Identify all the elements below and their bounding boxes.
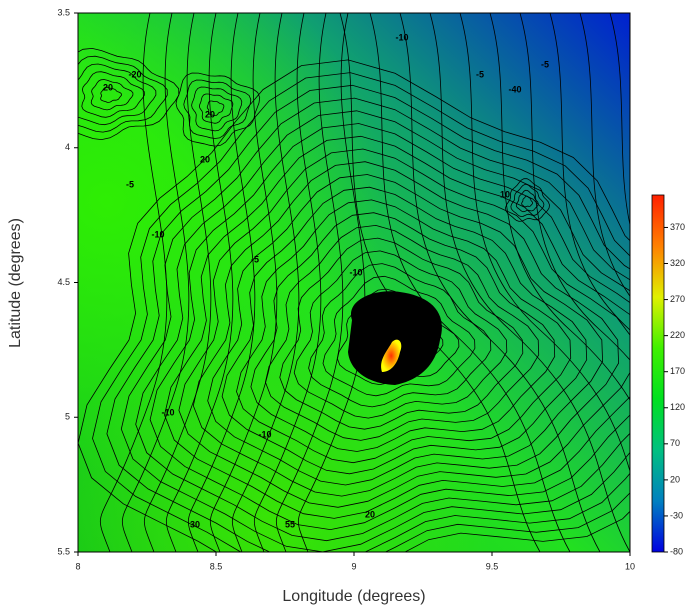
contour-label: 55 xyxy=(285,519,295,529)
y-axis-title: Latitude (degrees) xyxy=(7,218,24,348)
contour-label: 10 xyxy=(500,189,510,199)
contour-label: -10 xyxy=(161,407,174,417)
colorbar-tick-label: 270 xyxy=(670,294,685,304)
colorbar-tick-label: 370 xyxy=(670,222,685,232)
x-tick-label: 8.5 xyxy=(210,561,223,571)
x-tick-label: 9.5 xyxy=(486,561,499,571)
colorbar-tick-label: 70 xyxy=(670,438,680,448)
field xyxy=(54,13,696,585)
contour-label: -20 xyxy=(128,69,141,79)
contour-label: -5 xyxy=(126,179,134,189)
colorbar-tick-label: 170 xyxy=(670,366,685,376)
colorbar-tick-label: -80 xyxy=(670,546,683,556)
contour-label: -10 xyxy=(349,267,362,277)
contour-label: -10 xyxy=(151,229,164,239)
contour-label: 30 xyxy=(190,519,200,529)
contour-label: -5 xyxy=(541,59,549,69)
colorbar-tick-label: 120 xyxy=(670,402,685,412)
colorbar-tick-label: 20 xyxy=(670,474,680,484)
contour-label: 20 xyxy=(205,109,215,119)
y-tick-label: 4.5 xyxy=(57,277,70,287)
y-tick-label: 3.5 xyxy=(57,7,70,17)
contour xyxy=(640,13,696,552)
x-tick-label: 8 xyxy=(75,561,80,571)
chart: Longitude (degrees) Latitude (degrees) 8… xyxy=(0,0,696,611)
colorbar-tick-label: 320 xyxy=(670,258,685,268)
contour-label: -5 xyxy=(251,254,259,264)
x-tick-label: 9 xyxy=(351,561,356,571)
colorbar-tick-label: -30 xyxy=(670,510,683,520)
y-tick-label: 5.5 xyxy=(57,546,70,556)
x-axis-title: Longitude (degrees) xyxy=(282,588,425,605)
contour-label: 20 xyxy=(103,82,113,92)
colorbar-tick-label: 220 xyxy=(670,330,685,340)
colorbar xyxy=(652,195,664,552)
y-tick-label: 4 xyxy=(65,142,70,152)
y-tick-label: 5 xyxy=(65,412,70,422)
contour-label: -10 xyxy=(258,429,271,439)
contour xyxy=(670,13,696,552)
x-tick-label: 10 xyxy=(625,561,635,571)
contour-label: 20 xyxy=(365,509,375,519)
contour-label: -5 xyxy=(476,69,484,79)
contour-label: 20 xyxy=(200,154,210,164)
contour-label: -10 xyxy=(395,32,408,42)
contour-label: -40 xyxy=(508,84,521,94)
